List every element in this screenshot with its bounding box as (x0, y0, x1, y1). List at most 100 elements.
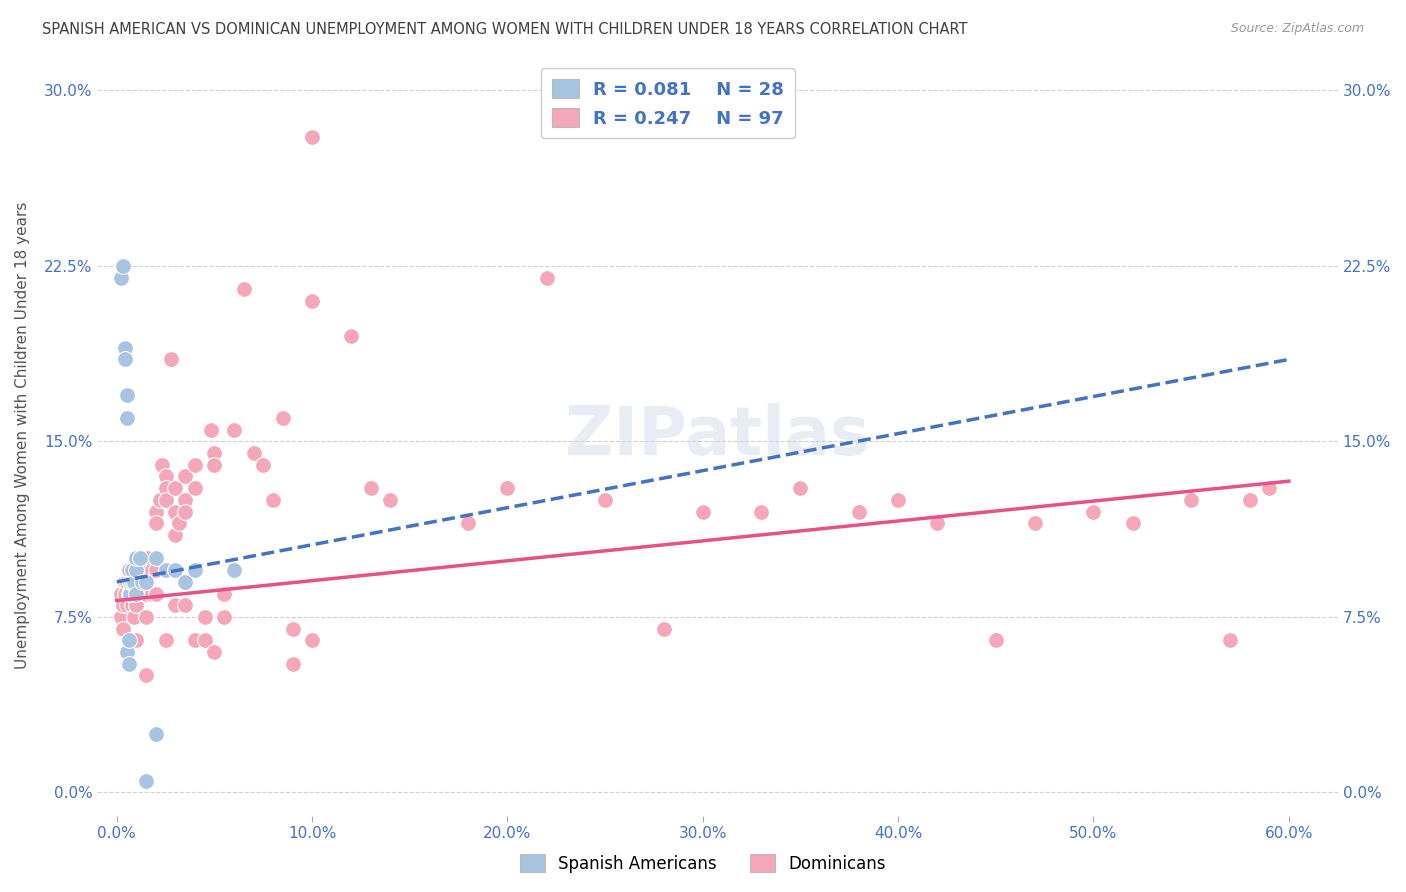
Point (125, 599, 148, 613)
Point (141, 586, 163, 600)
Point (111, 599, 134, 613)
Point (232, 282, 254, 296)
Point (1219, 633, 1241, 648)
Point (114, 352, 136, 367)
Point (281, 622, 304, 636)
Point (301, 633, 323, 648)
Point (141, 563, 163, 577)
Point (125, 586, 148, 600)
Point (165, 528, 187, 542)
Point (134, 563, 156, 577)
Point (536, 270, 558, 285)
Point (115, 599, 138, 613)
Point (174, 505, 197, 519)
Point (184, 563, 207, 577)
Point (222, 423, 245, 437)
Point (117, 657, 139, 671)
Point (184, 633, 207, 648)
Point (165, 599, 187, 613)
Point (125, 563, 148, 577)
Point (1024, 516, 1046, 531)
Point (204, 458, 226, 472)
Point (129, 563, 152, 577)
Point (120, 586, 142, 600)
Point (145, 563, 167, 577)
Point (593, 492, 616, 507)
Point (457, 516, 479, 531)
Point (145, 516, 167, 531)
Point (129, 551, 152, 566)
Point (120, 574, 142, 589)
Point (135, 586, 157, 600)
Point (165, 481, 187, 495)
Point (110, 270, 132, 285)
Point (155, 469, 177, 483)
Point (1122, 516, 1144, 531)
Point (135, 574, 157, 589)
Point (174, 469, 197, 483)
Point (115, 574, 138, 589)
Point (115, 411, 138, 425)
Point (155, 481, 177, 495)
Point (114, 341, 136, 355)
Point (200, 423, 222, 437)
Point (145, 727, 167, 741)
Point (124, 610, 146, 624)
Point (184, 458, 207, 472)
Point (110, 610, 132, 624)
Point (751, 505, 773, 519)
Point (194, 633, 217, 648)
Point (1180, 492, 1202, 507)
Point (204, 446, 226, 460)
Point (125, 633, 148, 648)
Point (160, 352, 183, 367)
Point (155, 633, 177, 648)
Point (692, 505, 714, 519)
Point (184, 481, 207, 495)
Point (117, 563, 139, 577)
Point (222, 563, 245, 577)
Point (115, 387, 138, 401)
Point (135, 563, 157, 577)
Point (136, 551, 159, 566)
Point (125, 586, 148, 600)
Point (340, 329, 363, 343)
Point (155, 563, 177, 577)
Point (212, 610, 235, 624)
Text: ZIPatlas: ZIPatlas (565, 402, 870, 468)
Point (124, 574, 146, 589)
Point (135, 610, 157, 624)
Point (145, 551, 167, 566)
Point (380, 492, 402, 507)
Point (111, 622, 134, 636)
Point (252, 458, 274, 472)
Point (271, 411, 294, 425)
Point (848, 505, 870, 519)
Point (129, 551, 152, 566)
Point (125, 563, 148, 577)
Point (204, 645, 226, 659)
Point (121, 574, 143, 589)
Point (117, 586, 139, 600)
Point (165, 563, 187, 577)
Point (117, 633, 139, 648)
Point (360, 481, 382, 495)
Text: Source: ZipAtlas.com: Source: ZipAtlas.com (1230, 22, 1364, 36)
Point (887, 492, 910, 507)
Point (110, 586, 132, 600)
Point (242, 446, 264, 460)
Point (124, 586, 146, 600)
Point (131, 574, 153, 589)
Point (114, 586, 136, 600)
Point (149, 492, 172, 507)
Point (120, 574, 142, 589)
Point (984, 633, 1007, 648)
Point (652, 622, 675, 636)
Point (145, 586, 167, 600)
Point (169, 516, 191, 531)
Point (111, 259, 134, 273)
Text: SPANISH AMERICAN VS DOMINICAN UNEMPLOYMENT AMONG WOMEN WITH CHILDREN UNDER 18 YE: SPANISH AMERICAN VS DOMINICAN UNEMPLOYME… (42, 22, 967, 37)
Point (301, 293, 323, 308)
Point (125, 551, 148, 566)
Point (1258, 481, 1281, 495)
